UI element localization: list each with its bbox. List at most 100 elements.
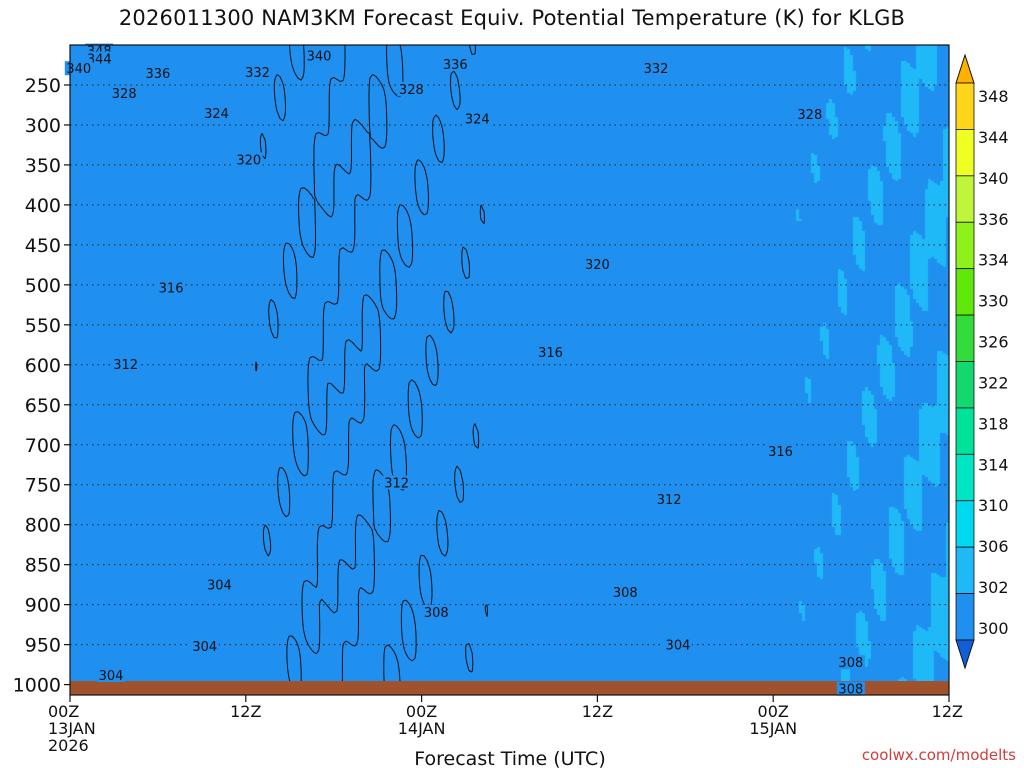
contour-label-bg (205, 577, 234, 592)
y-tick-label-750: 750 (25, 475, 61, 497)
colorbar-bin (955, 268, 975, 316)
contour-label-bg (234, 152, 263, 167)
contour-label-336: 336 (145, 67, 170, 82)
contour-label-320: 320 (585, 258, 610, 273)
contour-label-bg (611, 584, 640, 599)
colorbar-label-348: 348 (978, 87, 1009, 106)
pressure-gridlines (70, 84, 949, 686)
contour-label-316: 316 (768, 445, 793, 460)
contour-label-308: 308 (424, 606, 449, 621)
colorbar-label-322: 322 (978, 373, 1009, 392)
contour-lines (255, 44, 488, 696)
contour-label-bg (143, 65, 172, 80)
x-axis-label: Forecast Time (UTC) (414, 748, 605, 768)
y-tick-label-900: 900 (25, 595, 61, 617)
plot-border (69, 44, 950, 696)
y-tick-label-400: 400 (25, 195, 61, 217)
x-tick-label: 00Z (406, 702, 437, 721)
y-tick-label-350: 350 (25, 155, 61, 177)
contour-label-bg (463, 111, 492, 126)
x-tick-label: 13JAN (48, 719, 96, 738)
contour-label-304: 304 (192, 640, 217, 655)
contour-label-bg (642, 61, 670, 76)
y-tick-label-800: 800 (25, 515, 61, 537)
colorbar-label-340: 340 (978, 169, 1009, 188)
contour-label-bg (157, 280, 186, 295)
y-tick-label-550: 550 (25, 315, 61, 337)
contour-label-bg (202, 105, 231, 120)
colorbar-bin (955, 407, 975, 455)
x-tick-label: 14JAN (398, 719, 446, 738)
colorbar: 348 344 340 336 334 330 326 322 318 314 310 306 302 3… (955, 53, 1009, 670)
contour-label-bg (422, 604, 451, 619)
contour-label-bg (441, 57, 470, 72)
x-tick-label: 12Z (932, 702, 963, 721)
contour-label-bg (536, 345, 565, 360)
colorbar-bin (955, 221, 975, 270)
colorbar-label-310: 310 (978, 496, 1009, 515)
plot-frame (69, 44, 950, 696)
credit-link[interactable]: coolwx.com/modelts (861, 746, 1016, 764)
contour-label-bg (655, 492, 684, 507)
colorbar-bin (955, 82, 975, 130)
contour-label-316: 316 (538, 346, 563, 361)
contour-label-bg (110, 85, 139, 100)
contour-label-bg (305, 48, 334, 63)
contour-304 (255, 44, 488, 696)
ground-layer (70, 681, 949, 695)
y-tick-label-1000: 1000 (13, 675, 61, 697)
contour-label-bg (836, 681, 865, 696)
contour-label-304: 304 (666, 639, 691, 654)
x-tick-label: 12Z (582, 702, 613, 721)
colorbar-bottom-arrow (955, 639, 975, 670)
colorbar-label-334: 334 (978, 251, 1009, 270)
x-tick-label: 00Z (48, 702, 79, 721)
contour-label-312: 312 (657, 493, 682, 508)
contour-label-324: 324 (204, 107, 229, 122)
plot-area (70, 45, 949, 695)
theta-e-field (70, 45, 949, 695)
x-tick-label: 2026 (48, 736, 89, 755)
colorbar-top-arrow (955, 53, 975, 84)
contour-label-bg (190, 639, 219, 654)
contour-label-320: 320 (236, 153, 261, 168)
y-tick-label-450: 450 (25, 235, 61, 257)
contour-labels: 3483443403363323403363323283283283243243… (64, 43, 865, 698)
contour-label-bg (111, 357, 140, 372)
contour-label-324: 324 (465, 113, 490, 128)
contour-label-bg (243, 65, 272, 80)
contour-label-bg (795, 106, 824, 121)
contour-label-328: 328 (797, 108, 822, 123)
contour-label-bg (97, 668, 126, 683)
contour-label-bg (397, 81, 426, 96)
contour-label-bg (663, 637, 692, 652)
contour-label-328: 328 (112, 87, 137, 102)
y-tick-label-950: 950 (25, 635, 61, 657)
colorbar-bin (955, 593, 975, 641)
colorbar-label-336: 336 (978, 210, 1009, 229)
x-tick-label: 15JAN (749, 719, 797, 738)
pressure-axis: 250 300 350 400 450 500 550 600 650 700 750 800 850 9… (13, 75, 70, 697)
y-tick-label-500: 500 (25, 275, 61, 297)
colorbar-bin (955, 361, 975, 409)
y-tick-label-250: 250 (25, 75, 61, 97)
y-tick-label-650: 650 (25, 395, 61, 417)
contour-label-332: 332 (644, 62, 669, 77)
contour-label-bg (836, 655, 865, 670)
contour-label-336: 336 (443, 58, 468, 73)
colorbar-label-330: 330 (978, 292, 1009, 311)
colorbar-label-318: 318 (978, 414, 1009, 433)
contour-label-344: 344 (87, 53, 112, 68)
contour-label-312: 312 (113, 358, 138, 373)
x-tick-label: 00Z (758, 702, 789, 721)
colorbar-label-344: 344 (978, 128, 1009, 147)
colorbar-bin (955, 175, 975, 223)
y-tick-label-700: 700 (25, 435, 61, 457)
contour-label-340: 340 (307, 49, 332, 64)
contour-label-316: 316 (159, 281, 184, 296)
contour-label-bg (382, 475, 411, 490)
contour-label-bg (64, 61, 93, 76)
contour-label-332: 332 (245, 66, 270, 81)
